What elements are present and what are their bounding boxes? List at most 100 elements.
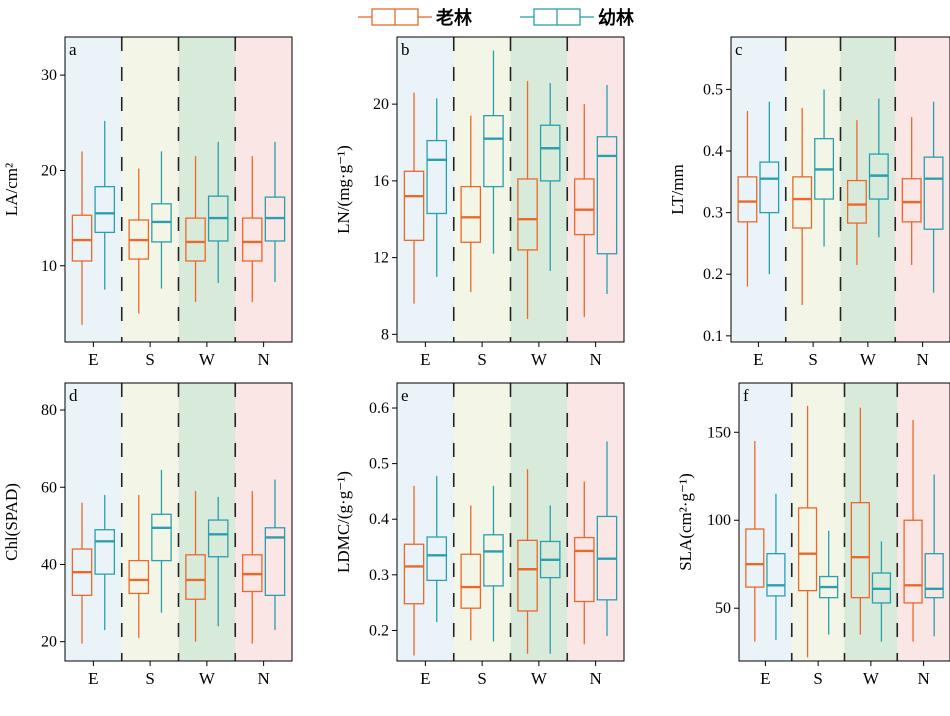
panel-frame <box>396 36 625 343</box>
y-tick-label: 60 <box>41 479 57 496</box>
y-tick-label: 12 <box>373 250 389 267</box>
panel-e: 0.2 0.3 0.4 0.5 0.6 E S W Ne LDMC/(g·g⁻¹) <box>334 382 625 688</box>
y-tick-label: 0.3 <box>703 205 723 222</box>
x-tick-label: S <box>813 669 822 688</box>
box-old-S <box>460 505 482 641</box>
box-body <box>94 529 116 575</box>
y-tick-label: 0.6 <box>369 400 389 417</box>
box-body <box>185 554 206 600</box>
box-body <box>759 161 780 214</box>
box-old-N <box>241 491 263 644</box>
x-tick-label: W <box>860 350 877 369</box>
y-tick-label: 0.5 <box>369 456 389 473</box>
box-old-S <box>792 107 813 306</box>
y-tick-label: 16 <box>373 173 389 190</box>
y-tick-label: 0.3 <box>369 567 389 584</box>
band-W <box>510 37 568 342</box>
x-tick-label: N <box>589 350 601 369</box>
box-young-E <box>94 494 116 631</box>
x-tick-label: N <box>589 669 601 688</box>
box-young-W <box>539 505 561 654</box>
x-tick-label: W <box>199 350 216 369</box>
band-E <box>731 37 787 342</box>
x-tick-label: N <box>257 350 269 369</box>
box-body <box>850 501 870 599</box>
x-tick-label: W <box>199 669 216 688</box>
band-E <box>65 37 123 342</box>
box-young-W <box>207 496 229 627</box>
panel-f: 50 100 150 E S W Nf SLA(cm²·g⁻¹) <box>676 382 950 688</box>
panel-letter: e <box>401 386 409 405</box>
band-S <box>121 37 179 342</box>
band-N <box>897 383 950 661</box>
box-old-W <box>846 120 867 265</box>
y-tick-label: 50 <box>715 600 731 617</box>
box-body <box>792 176 813 229</box>
box-body <box>403 170 425 241</box>
x-tick-label: E <box>420 669 430 688</box>
legend-label-old: 老林 <box>436 7 472 29</box>
box-old-W <box>850 407 870 635</box>
box-old-E <box>71 151 93 325</box>
box-old-E <box>71 502 93 644</box>
box-young-N <box>264 479 286 631</box>
y-tick-label: 0.2 <box>703 266 723 283</box>
box-old-W <box>185 156 206 302</box>
y-tick-label: 0.2 <box>369 622 389 639</box>
box-body <box>185 217 206 262</box>
box-young-E <box>94 120 116 290</box>
box-body <box>573 536 595 603</box>
band-N <box>235 383 293 661</box>
box-body <box>241 217 263 262</box>
band-S <box>785 37 841 342</box>
box-body <box>766 553 786 597</box>
y-tick-label: 20 <box>373 96 389 113</box>
band-E <box>397 37 455 342</box>
x-tick-label: N <box>257 669 269 688</box>
y-tick-label: 40 <box>41 556 57 573</box>
box-old-W <box>517 81 538 319</box>
x-tick-label: E <box>88 669 98 688</box>
x-tick-label: W <box>863 669 880 688</box>
band-N <box>567 383 625 661</box>
band-W <box>840 37 896 342</box>
box-body <box>539 124 561 182</box>
x-tick-label: S <box>808 350 817 369</box>
y-tick-label: 0.4 <box>703 143 723 160</box>
y-tick-label: 30 <box>41 67 57 84</box>
panel-frame <box>64 382 293 662</box>
y-axis-label: LA/cm² <box>2 163 21 216</box>
box-old-S <box>128 494 150 638</box>
x-tick-label: S <box>145 350 154 369</box>
y-tick-label: 8 <box>381 326 389 343</box>
panel-frame <box>738 382 950 662</box>
x-tick-label: N <box>916 350 928 369</box>
box-old-N <box>903 419 923 642</box>
y-tick-label: 10 <box>41 258 57 275</box>
legend-label-young: 幼林 <box>598 7 634 29</box>
x-tick-label: S <box>477 669 486 688</box>
box-body <box>403 543 425 605</box>
y-axis-label: Chl(SPAD) <box>2 483 21 561</box>
box-body <box>264 527 286 597</box>
box-old-E <box>745 441 765 642</box>
panel-letter: c <box>735 40 743 59</box>
band-S <box>453 383 511 661</box>
box-body <box>460 185 482 243</box>
box-body <box>426 536 448 582</box>
box-old-N <box>573 481 595 645</box>
box-body <box>903 519 923 604</box>
y-tick-label: 150 <box>707 424 731 441</box>
box-young-N <box>264 141 286 282</box>
box-young-E <box>426 98 448 277</box>
box-body <box>923 156 944 230</box>
box-young-N <box>924 474 944 637</box>
box-body <box>517 539 538 612</box>
band-N <box>235 37 293 342</box>
box-old-E <box>403 92 425 304</box>
box-body <box>71 214 93 262</box>
box-body <box>797 507 818 592</box>
panel-letter: d <box>69 386 78 405</box>
box-young-S <box>819 530 839 635</box>
